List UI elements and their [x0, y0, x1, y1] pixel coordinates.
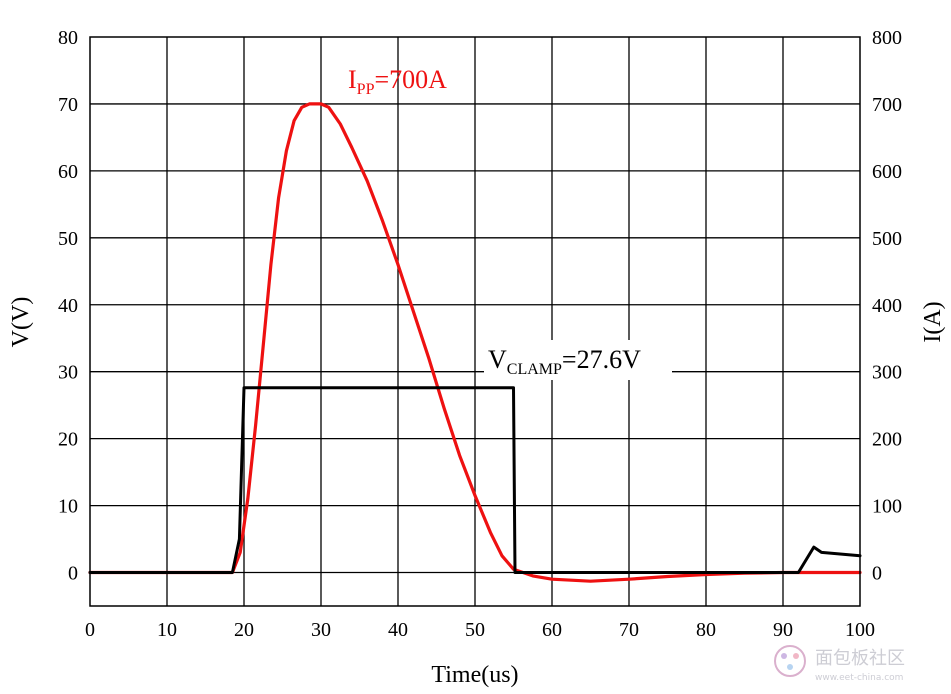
y-axis-ticks: 0 10 20 30 40 50 60 70 80	[58, 27, 78, 585]
y-axis-label: V(V)	[8, 297, 34, 348]
ipp-annotation-sub: PP	[357, 81, 375, 98]
voltage-series-line	[88, 386, 862, 574]
y-tick-label: 70	[58, 94, 78, 116]
series-layer	[88, 102, 862, 583]
x-axis-ticks: 0 10 20 30 40 50 60 70 80 90 100	[85, 619, 875, 641]
y-tick-label: 60	[58, 161, 78, 183]
y2-tick-label: 800	[872, 27, 902, 49]
x-tick-label: 60	[542, 619, 562, 641]
vclamp-annotation: VCLAMP=27.6V	[488, 345, 641, 378]
current-series-line	[88, 102, 862, 583]
y2-axis-ticks: 0 100 200 300 400 500 600 700 800	[872, 27, 902, 585]
x-tick-label: 20	[234, 619, 254, 641]
x-tick-label: 80	[696, 619, 716, 641]
y-tick-label: 30	[58, 362, 78, 384]
y2-tick-label: 200	[872, 429, 902, 451]
y2-tick-label: 700	[872, 94, 902, 116]
y-tick-label: 80	[58, 27, 78, 49]
x-tick-label: 0	[85, 619, 95, 641]
vclamp-annotation-base: V	[488, 345, 507, 374]
watermark-url: www.eet-china.com	[815, 673, 903, 683]
y2-tick-label: 100	[872, 496, 902, 518]
y-tick-label: 20	[58, 429, 78, 451]
y-tick-label: 40	[58, 295, 78, 317]
watermark-text: 面包板社区	[815, 648, 905, 669]
y2-tick-label: 400	[872, 295, 902, 317]
x-tick-label: 40	[388, 619, 408, 641]
watermark: 面包板社区 www.eet-china.com	[774, 645, 905, 683]
ipp-annotation-value: =700A	[374, 65, 447, 94]
y-tick-label: 10	[58, 496, 78, 518]
y2-tick-label: 300	[872, 362, 902, 384]
vclamp-annotation-sub: CLAMP	[507, 361, 562, 378]
x-tick-label: 10	[157, 619, 177, 641]
y-tick-label: 50	[58, 228, 78, 250]
ipp-annotation-base: I	[348, 65, 357, 94]
vclamp-annotation-value: =27.6V	[562, 345, 641, 374]
grid	[90, 37, 860, 606]
x-tick-label: 50	[465, 619, 485, 641]
y2-tick-label: 600	[872, 161, 902, 183]
x-tick-label: 90	[773, 619, 793, 641]
x-axis-label: Time(us)	[431, 662, 518, 688]
watermark-logo-icon	[774, 645, 806, 677]
y2-axis-label: I(A)	[920, 301, 946, 342]
y2-tick-label: 500	[872, 228, 902, 250]
x-tick-label: 100	[845, 619, 875, 641]
y-tick-label: 0	[68, 563, 78, 585]
plot-frame	[89, 36, 861, 607]
vclamp-annotation-bg	[484, 340, 672, 380]
y2-tick-label: 0	[872, 563, 882, 585]
x-tick-label: 70	[619, 619, 639, 641]
x-tick-label: 30	[311, 619, 331, 641]
ipp-annotation: IPP=700A	[348, 65, 447, 98]
